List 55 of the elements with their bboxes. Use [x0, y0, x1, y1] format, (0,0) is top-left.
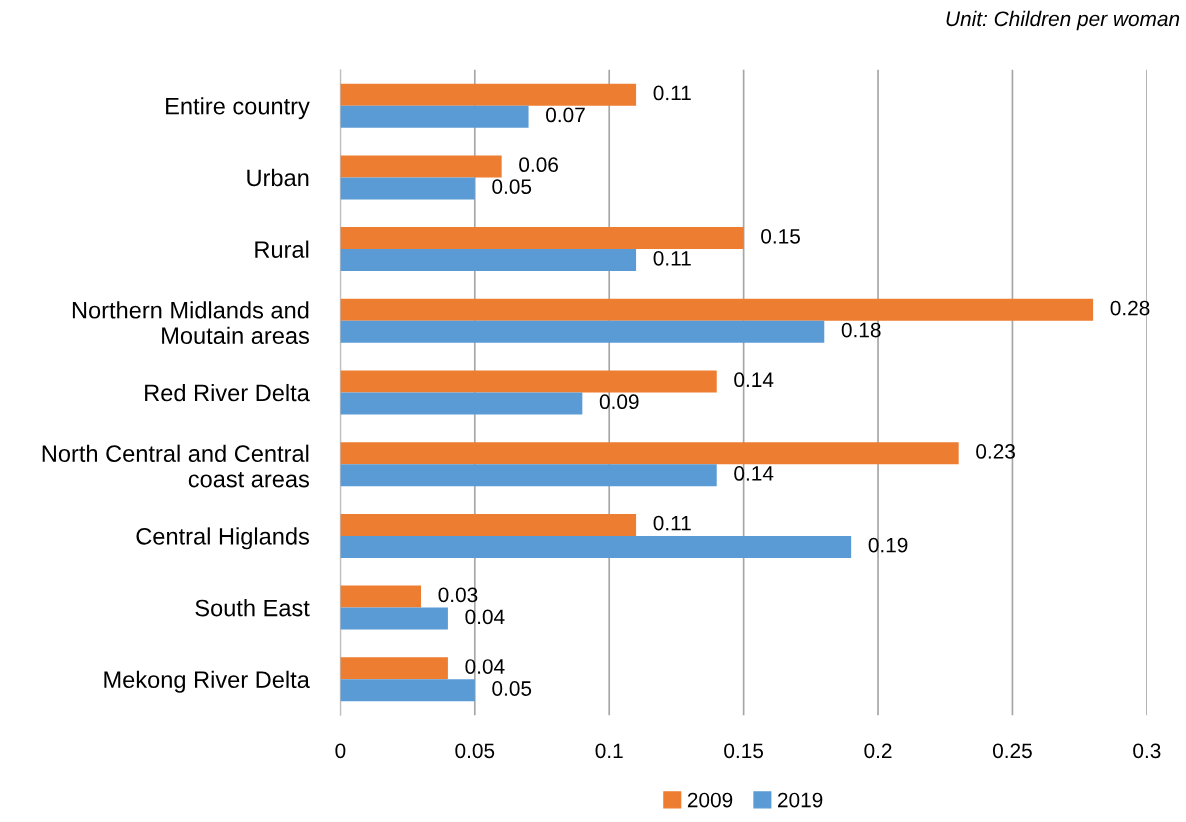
- x-tick-label: 0.05: [455, 743, 495, 759]
- bar: [340, 464, 717, 487]
- bar: [340, 513, 637, 536]
- data-label: 0.04: [465, 609, 505, 625]
- data-label: 0.05: [492, 179, 532, 194]
- data-label: 0.11: [653, 515, 691, 531]
- bar: [340, 177, 475, 200]
- data-label: 0.06: [519, 157, 558, 173]
- x-tick-label: 0.15: [724, 743, 764, 759]
- data-label: 0.07: [546, 107, 585, 123]
- text: Unit: Children per woman: [946, 10, 1180, 31]
- bar: [340, 657, 448, 680]
- bar: [340, 83, 637, 106]
- bar: [340, 442, 959, 465]
- y-tick-label: Mekong River Delta: [104, 670, 310, 693]
- y-tick-label: North Central and Central coast areas: [42, 444, 309, 488]
- data-label: 0.23: [976, 444, 1015, 459]
- data-label: 0.05: [492, 681, 532, 696]
- data-label: 0.19: [868, 537, 908, 553]
- y-tick-label: Rural: [255, 240, 309, 258]
- data-label: 0.03: [438, 587, 478, 603]
- legend-label: 2019: [778, 792, 823, 808]
- x-tick-label: 0.1: [595, 743, 623, 759]
- y-tick-label: Central Higlands: [136, 527, 309, 550]
- bar: [340, 370, 717, 393]
- bar: [340, 298, 1094, 321]
- bar: [340, 155, 502, 178]
- y-tick-label: Northern Midlands and Moutain areas: [72, 301, 309, 345]
- y-tick-label: Urban: [247, 168, 309, 187]
- bar: [340, 679, 475, 702]
- bar: [340, 105, 529, 128]
- data-label: 0.28: [1110, 300, 1150, 316]
- bar: [340, 585, 422, 608]
- bar: [340, 249, 637, 272]
- bar: [340, 320, 825, 343]
- data-label: 0.15: [761, 228, 800, 244]
- data-label: 0.11: [653, 85, 691, 101]
- data-label: 0.09: [599, 394, 639, 410]
- legend-label: 2009: [687, 792, 733, 808]
- data-label: 0.14: [734, 372, 774, 388]
- x-tick-label: 0.3: [1133, 743, 1161, 759]
- data-label: 0.04: [465, 659, 505, 674]
- data-label: 0.11: [653, 250, 691, 266]
- y-tick-label: Red River Delta: [145, 383, 310, 402]
- y-tick-label: South East: [195, 599, 310, 617]
- bar: [340, 607, 448, 630]
- data-label: 0.14: [734, 466, 774, 481]
- bar: [340, 227, 744, 250]
- bar: [340, 392, 583, 415]
- data-label: 0.18: [841, 322, 881, 338]
- y-tick-label: Entire country: [166, 97, 310, 120]
- x-tick-label: 0.2: [864, 743, 892, 759]
- x-tick-label: 0: [335, 743, 346, 759]
- bar: [340, 535, 852, 558]
- x-tick-label: 0.25: [992, 743, 1032, 759]
